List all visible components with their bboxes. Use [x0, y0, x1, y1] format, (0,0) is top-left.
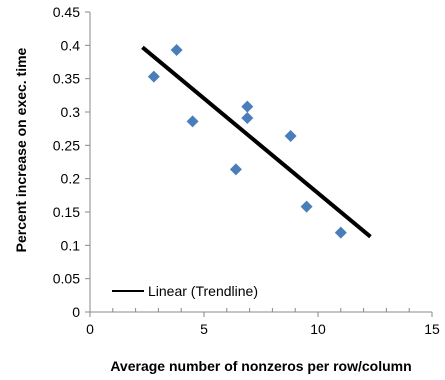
- legend-label: Linear (Trendline): [148, 283, 258, 299]
- x-axis-ticks: 0 5 10 15: [86, 312, 440, 337]
- trendline: [141, 45, 372, 239]
- y-tick-label: 0: [72, 304, 80, 320]
- y-tick-label: 0.35: [53, 71, 80, 87]
- y-tick-label: 0.2: [61, 171, 81, 187]
- x-tick-label: 10: [310, 321, 326, 337]
- y-tick-label: 0.4: [61, 37, 81, 53]
- y-tick-label: 0.45: [53, 4, 80, 20]
- data-point-diamond: [241, 100, 254, 113]
- y-tick-label: 0.3: [61, 104, 81, 120]
- x-tick-label: 0: [86, 321, 94, 337]
- x-tick-label: 15: [424, 321, 440, 337]
- data-point-diamond: [334, 226, 347, 239]
- data-point-diamond: [186, 115, 199, 128]
- data-point-diamond: [170, 44, 183, 56]
- x-tick-label: 5: [200, 321, 208, 337]
- x-axis-title: Average number of nonzeros per row/colum…: [110, 358, 411, 374]
- y-tick-label: 0.15: [53, 204, 80, 220]
- y-axis-ticks: 0 0.05 0.1 0.15 0.2 0.25 0.3 0.35 0.4 0.45: [53, 4, 90, 320]
- data-points: [147, 44, 347, 239]
- data-point-diamond: [300, 200, 313, 213]
- y-tick-label: 0.25: [53, 137, 80, 153]
- y-tick-label: 0.1: [61, 237, 81, 253]
- data-point-diamond: [147, 70, 160, 83]
- legend: Linear (Trendline): [112, 283, 258, 299]
- y-axis-title: Percent increase on exec. time: [13, 47, 29, 252]
- x-minor-ticks: [112, 308, 410, 312]
- data-point-diamond: [229, 163, 242, 176]
- data-point-diamond: [284, 130, 297, 142]
- data-point-diamond: [241, 112, 254, 124]
- y-tick-label: 0.05: [53, 271, 80, 287]
